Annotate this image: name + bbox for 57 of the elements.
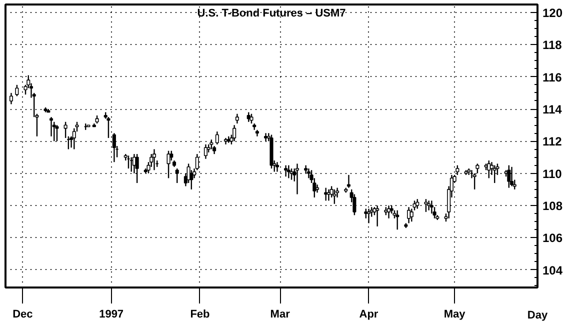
candlestick — [396, 210, 400, 230]
candlestick — [170, 150, 174, 162]
candlestick — [430, 200, 434, 214]
y-tick-label: 108 — [542, 198, 563, 213]
candlestick — [326, 188, 330, 202]
candlestick — [135, 153, 139, 184]
candlestick — [235, 113, 239, 124]
candlestick — [492, 164, 496, 184]
candlestick — [204, 144, 208, 160]
candlestick — [346, 174, 350, 188]
candlestick — [507, 164, 511, 188]
candlestick — [52, 121, 56, 142]
candlestick — [407, 206, 411, 224]
y-tick-label: 110 — [542, 166, 562, 181]
candlestick — [210, 138, 214, 150]
x-tick-label: Dec — [12, 308, 33, 320]
candlestick — [352, 194, 356, 216]
candlestick — [386, 204, 391, 219]
candlestick — [250, 113, 254, 124]
candlestick — [55, 124, 59, 142]
candlestick — [9, 92, 13, 105]
y-tick-label: 116 — [542, 70, 562, 84]
candlestick — [215, 130, 219, 145]
x-tick-label: May — [444, 308, 466, 320]
y-tick-label: 120 — [542, 6, 563, 20]
chart-title: U.S. T-Bond Futures – USM7 — [197, 8, 346, 20]
candlestick — [286, 164, 290, 179]
x-tick-label: Feb — [190, 308, 210, 320]
candlestick — [295, 163, 300, 195]
candlestick — [472, 172, 476, 190]
candlestick — [284, 164, 288, 178]
x-tick-label: Mar — [270, 308, 291, 320]
candlestick — [275, 161, 279, 172]
candlestick — [64, 121, 68, 139]
candlestick — [510, 166, 514, 187]
x-axis-title: Day — [527, 310, 548, 322]
x-tick-label: Apr — [359, 308, 379, 320]
y-tick-label: 104 — [542, 263, 563, 278]
candlestick — [427, 200, 431, 211]
candlestick — [152, 148, 156, 171]
y-tick-label: 118 — [542, 38, 562, 52]
candlestick — [15, 84, 19, 97]
y-tick-label: 112 — [542, 134, 562, 149]
candlestick — [112, 132, 116, 163]
candlestick — [190, 170, 194, 190]
candlestick — [487, 160, 491, 179]
candlestick — [324, 187, 328, 202]
candlestick — [166, 150, 170, 179]
candlestick — [175, 168, 179, 184]
candlestick — [416, 198, 420, 210]
candlestick — [424, 198, 428, 213]
candlestick — [476, 163, 480, 174]
y-tick-label: 106 — [542, 231, 563, 246]
x-tick-label: 1997 — [99, 308, 124, 320]
y-tick-label: 114 — [542, 102, 562, 117]
candlestick — [232, 124, 236, 142]
candlestick — [366, 208, 371, 224]
